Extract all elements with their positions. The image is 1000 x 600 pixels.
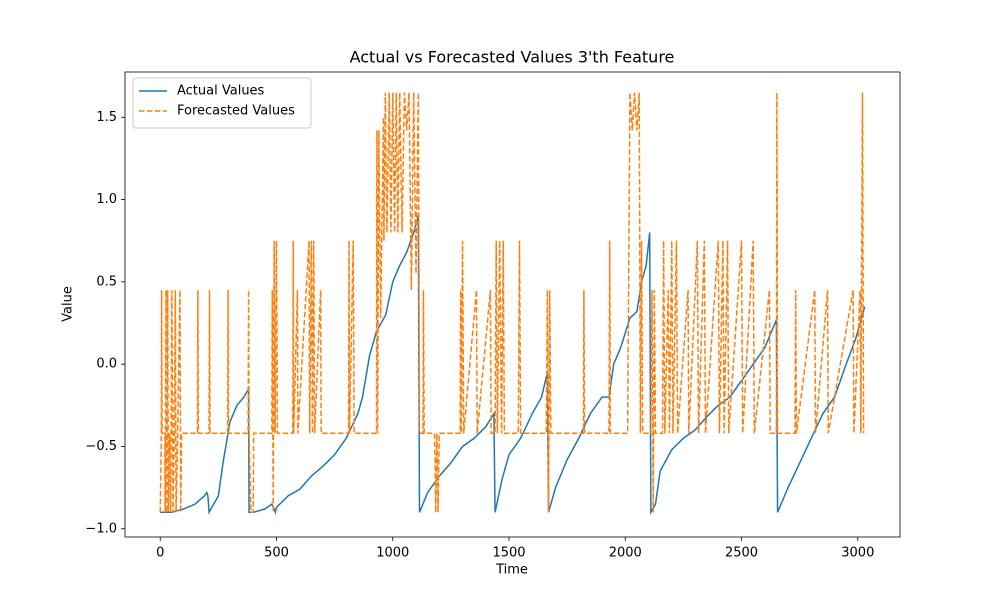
legend-label: Forecasted Values xyxy=(177,104,295,119)
x-tick-label: 500 xyxy=(264,546,289,561)
x-axis-label: Time xyxy=(495,563,528,578)
plot-frame xyxy=(124,71,901,538)
legend-label: Actual Values xyxy=(177,84,265,99)
y-axis-label: Value xyxy=(61,286,76,322)
x-tick-label: 1500 xyxy=(492,546,525,561)
chart-title: Actual vs Forecasted Values 3'th Feature xyxy=(350,48,675,67)
x-tick-label: 0 xyxy=(156,546,164,561)
x-tick-label: 3000 xyxy=(841,546,874,561)
y-tick-label: −0.5 xyxy=(85,439,117,454)
x-tick-label: 1000 xyxy=(376,546,409,561)
y-tick-label: −1.0 xyxy=(85,521,117,536)
legend-box xyxy=(132,77,312,129)
x-tick-label: 2000 xyxy=(609,546,642,561)
y-tick-label: 1.5 xyxy=(96,110,117,125)
x-tick-label: 2500 xyxy=(725,546,758,561)
y-tick-label: 1.0 xyxy=(96,192,117,207)
y-tick-label: 0.0 xyxy=(96,357,117,372)
y-tick-label: 0.5 xyxy=(96,274,117,289)
